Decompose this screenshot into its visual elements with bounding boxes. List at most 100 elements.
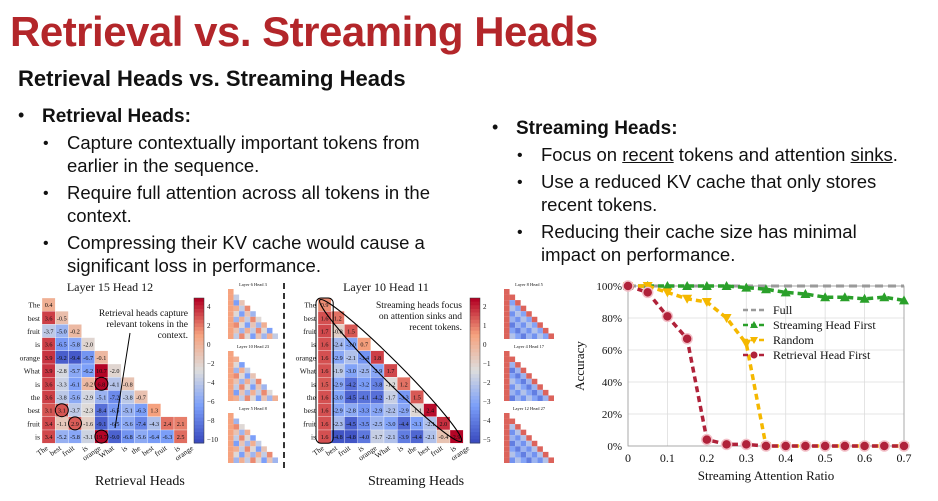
- streaming-colorbar-segment: [470, 359, 480, 364]
- retrieval-cell-label: 19.7: [96, 434, 107, 441]
- retrieval-thumb-cell: [244, 451, 251, 458]
- retrieval-ytick: The: [28, 301, 40, 310]
- streaming-thumb-cell: [520, 446, 527, 452]
- retrieval-thumb-cell: [261, 327, 267, 334]
- retrieval-thumb-cell: [250, 322, 256, 328]
- retrieval-thumb-cell: [233, 373, 240, 379]
- series-line-1: [628, 284, 905, 303]
- retrieval-ytick: fruit: [27, 419, 41, 428]
- slide-title: Retrieval vs. Streaming Heads: [10, 8, 598, 55]
- streaming-thumb-cell: [520, 373, 527, 379]
- retrieval-cell-label: 6.8: [98, 381, 106, 388]
- streaming-annotation-line-3: recent tokens.: [409, 323, 462, 333]
- retrieval-thumb-cell: [250, 457, 256, 463]
- retrieval-cell-label: 3.6: [45, 342, 53, 349]
- legend-label: Random: [773, 333, 814, 347]
- retrieval-thumb-cell: [244, 378, 251, 385]
- streaming-colorbar-segment: [470, 421, 480, 426]
- retrieval-colorbar-segment: [194, 359, 204, 364]
- streaming-thumb-cell: [515, 378, 521, 385]
- retrieval-thumb-cell: [244, 384, 251, 390]
- streaming-cell-label: -2.9: [399, 408, 409, 415]
- streaming-cell-label: -2.8: [346, 408, 356, 415]
- retrieval-cell-label: 3.9: [45, 368, 53, 375]
- retrieval-cell-label: -0.1: [97, 355, 107, 362]
- retrieval-thumb-cell: [233, 451, 240, 458]
- streaming-colorbar-segment: [470, 308, 480, 313]
- retrieval-thumb-cell: [233, 316, 240, 323]
- retrieval-cell-label: 2.4: [164, 421, 172, 428]
- series-point: [820, 292, 831, 302]
- streaming-thumb-cell: [531, 457, 538, 463]
- streaming-thumb-cell: [515, 316, 521, 323]
- streaming-thumb-cell: [520, 367, 527, 374]
- chart-ytick: 40%: [602, 377, 622, 389]
- streaming-ytick: What: [300, 367, 317, 376]
- retrieval-thumb-cell: [233, 362, 240, 368]
- streaming-colorbar-segment: [470, 403, 480, 408]
- retrieval-thumb-cell: [250, 311, 256, 317]
- retrieval-thumb-cell: [250, 435, 256, 441]
- retrieval-thumb-cell: [261, 384, 267, 390]
- streaming-thumb-cell: [515, 389, 521, 396]
- retrieval-point-3: Compressing their KV cache would cause a…: [67, 232, 425, 276]
- retrieval-cell-label: -5.2: [57, 434, 67, 441]
- retrieval-highlight-circle: [94, 429, 109, 444]
- series-point: [662, 281, 673, 290]
- streaming-thumb-cell: [504, 327, 510, 334]
- retrieval-thumb-cell: [266, 327, 273, 334]
- retrieval-cell-label: -6.7: [83, 355, 93, 362]
- retrieval-thumb-cell: [250, 316, 256, 323]
- series-point: [622, 280, 634, 292]
- chart-xtick: 0.2: [699, 451, 714, 465]
- retrieval-thumb-cell: [255, 327, 262, 334]
- retrieval-cell-label: -5.6: [70, 395, 80, 402]
- retrieval-cell-label: -5.8: [70, 434, 80, 441]
- streaming-thumb-cell: [520, 429, 527, 436]
- chart-xtick: 0.3: [739, 451, 754, 465]
- streaming-bullets: • Streaming Heads: • Focus on recent tok…: [492, 117, 898, 265]
- streaming-cell-label: 1.6: [321, 421, 329, 428]
- retrieval-thumb-cell: [250, 395, 256, 401]
- retrieval-thumb-cell: [233, 440, 240, 447]
- retrieval-colorbar-tick: −8: [207, 417, 215, 425]
- streaming-xtick: What: [373, 443, 392, 460]
- streaming-thumb-cell: [542, 333, 549, 339]
- streaming-thumb-cell: [548, 333, 554, 339]
- retrieval-thumb-cell: [250, 378, 256, 385]
- streaming-cell-label: -4.8: [333, 434, 343, 441]
- retrieval-thumb-cell: [239, 457, 245, 463]
- retrieval-thumb-cell: [250, 451, 256, 458]
- retrieval-cell-label: 2.5: [177, 434, 185, 441]
- streaming-colorbar-segment: [470, 377, 480, 382]
- streaming-colorbar-segment: [470, 298, 480, 303]
- streaming-colorbar-segment: [470, 352, 480, 357]
- streaming-thumb-cell: [504, 294, 510, 301]
- retrieval-cell-label: -6.2: [83, 368, 93, 375]
- chart-ytick: 60%: [602, 345, 622, 357]
- streaming-thumb-title: Layer 4 Head 17: [514, 344, 545, 349]
- retrieval-thumb-cell: [244, 322, 251, 328]
- retrieval-colorbar-segment: [194, 428, 204, 433]
- streaming-colorbar-segment: [470, 388, 480, 393]
- streaming-thumb-cell: [520, 435, 527, 441]
- streaming-thumb-cell: [515, 362, 521, 368]
- retrieval-thumb-cell: [255, 333, 262, 339]
- streaming-annotation-line-2: on attention sinks and: [379, 312, 462, 322]
- retrieval-colorbar-tick: 0: [207, 341, 211, 349]
- streaming-cell-label: -3.8: [373, 381, 383, 388]
- streaming-cell-label: -4.8: [346, 434, 356, 441]
- streaming-thumb-cell: [537, 322, 543, 328]
- streaming-cell-label: -2.1: [386, 434, 396, 441]
- retrieval-colorbar-tick: −2: [207, 360, 215, 368]
- retrieval-thumb-cell: [239, 300, 245, 306]
- retrieval-heatmap-figure: Layer 15 Head 120.43.6 -0.5-3.7 -5.0 -0.23.…: [20, 280, 278, 463]
- retrieval-thumb-title: Layer 5 Head 8: [239, 406, 268, 411]
- streaming-ytick: fruit: [303, 327, 317, 336]
- streaming-thumb-cell: [537, 395, 543, 401]
- streaming-colorbar-segment: [470, 417, 480, 422]
- series-point: [642, 282, 653, 291]
- retrieval-cell-label: -0.7: [136, 395, 146, 402]
- retrieval-thumb-cell: [261, 389, 267, 396]
- streaming-thumb-cell: [515, 446, 521, 452]
